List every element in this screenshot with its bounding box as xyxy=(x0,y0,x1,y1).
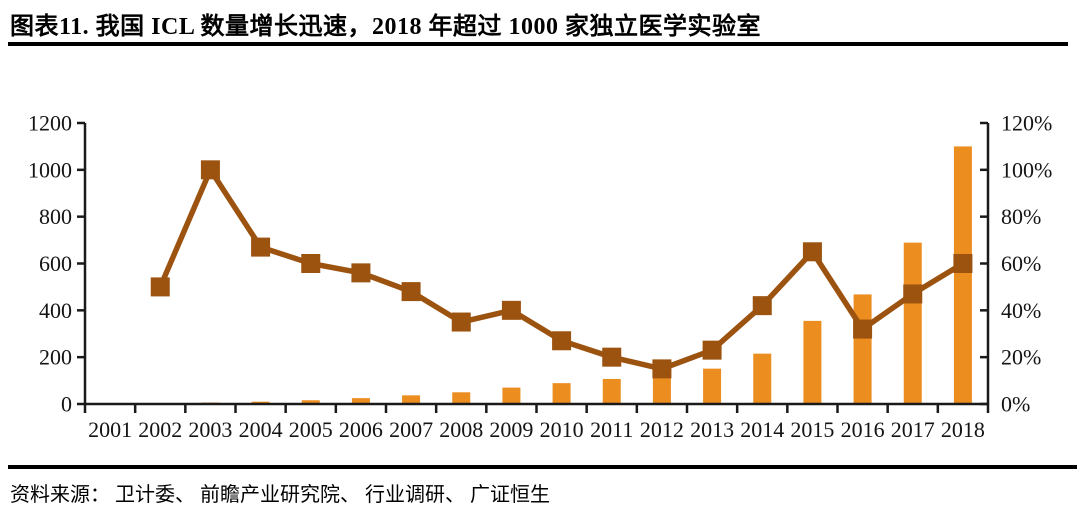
x-axis-tick-label: 2004 xyxy=(239,417,283,442)
growth-line-marker-2006 xyxy=(351,263,371,283)
x-axis-tick-label: 2009 xyxy=(489,417,533,442)
left-axis-tick-label: 1000 xyxy=(28,157,72,182)
right-axis-tick-label: 80% xyxy=(1001,204,1041,229)
footer-separator-rule xyxy=(8,465,1077,469)
bar-2012 xyxy=(652,375,671,404)
bar-2009 xyxy=(502,387,521,404)
bar-2015 xyxy=(803,320,822,404)
bar-2014 xyxy=(753,353,772,404)
growth-line-marker-2002 xyxy=(150,277,170,297)
x-axis-tick-label: 2007 xyxy=(389,417,433,442)
growth-line-marker-2004 xyxy=(251,237,271,257)
growth-line-marker-2018 xyxy=(953,254,973,273)
bar-2016 xyxy=(853,294,872,404)
x-axis-tick-label: 2016 xyxy=(841,417,885,442)
x-axis-tick-label: 2002 xyxy=(138,417,182,442)
x-axis-tick-label: 2018 xyxy=(941,417,985,442)
left-axis-tick-label: 600 xyxy=(39,251,72,276)
bar-2017 xyxy=(903,242,922,404)
bar-2013 xyxy=(703,368,722,404)
growth-line-marker-2013 xyxy=(702,340,722,360)
x-axis-tick-label: 2003 xyxy=(188,417,232,442)
x-axis-tick-label: 2013 xyxy=(690,417,734,442)
bar-2006 xyxy=(351,398,370,404)
figure-title: 图表11. 我国 ICL 数量增长迅速，2018 年超过 1000 家独立医学实… xyxy=(10,14,762,40)
growth-line-marker-2010 xyxy=(552,331,572,351)
x-axis-tick-label: 2017 xyxy=(891,417,935,442)
bar-2010 xyxy=(552,383,571,404)
x-axis-tick-label: 2001 xyxy=(88,417,132,442)
x-axis-tick-label: 2012 xyxy=(640,417,684,442)
right-axis-tick-label: 20% xyxy=(1001,345,1041,370)
title-underline-rule xyxy=(8,42,1068,46)
x-axis-tick-label: 2008 xyxy=(439,417,483,442)
x-axis-tick-label: 2005 xyxy=(289,417,333,442)
growth-line-marker-2016 xyxy=(853,319,873,339)
growth-line-marker-2008 xyxy=(451,312,471,332)
growth-line-marker-2015 xyxy=(802,242,822,262)
x-axis-tick-label: 2015 xyxy=(790,417,834,442)
bar-2018 xyxy=(953,146,972,404)
left-axis-tick-label: 1200 xyxy=(28,111,72,136)
left-axis-tick-label: 400 xyxy=(39,298,72,323)
left-axis-tick-label: 0 xyxy=(61,392,72,417)
right-axis-tick-label: 60% xyxy=(1001,251,1041,276)
right-axis-tick-label: 40% xyxy=(1001,298,1041,323)
growth-line-marker-2017 xyxy=(903,284,923,304)
growth-line-marker-2005 xyxy=(301,254,321,273)
growth-line-marker-2011 xyxy=(602,347,622,367)
source-note: 资料来源： 卫计委、 前瞻产业研究院、 行业调研、 广证恒生 xyxy=(10,484,550,506)
right-axis-tick-label: 100% xyxy=(1001,157,1052,182)
right-axis-tick-label: 0% xyxy=(1001,392,1030,417)
x-axis-tick-label: 2010 xyxy=(540,417,584,442)
left-axis-tick-label: 200 xyxy=(39,345,72,370)
growth-line-marker-2009 xyxy=(501,300,521,320)
x-axis-tick-label: 2011 xyxy=(590,417,633,442)
bar-2011 xyxy=(602,378,621,404)
x-axis-tick-label: 2014 xyxy=(740,417,784,442)
bar-2005 xyxy=(301,400,320,404)
x-axis-tick-label: 2006 xyxy=(339,417,383,442)
left-axis-tick-label: 800 xyxy=(39,204,72,229)
bar-2007 xyxy=(402,395,421,404)
growth-line-marker-2007 xyxy=(401,282,421,302)
bar-2008 xyxy=(452,392,471,404)
growth-line-marker-2012 xyxy=(652,359,672,379)
right-axis-tick-label: 120% xyxy=(1001,111,1052,136)
growth-line-marker-2014 xyxy=(752,296,772,316)
growth-line-marker-2003 xyxy=(200,160,220,180)
